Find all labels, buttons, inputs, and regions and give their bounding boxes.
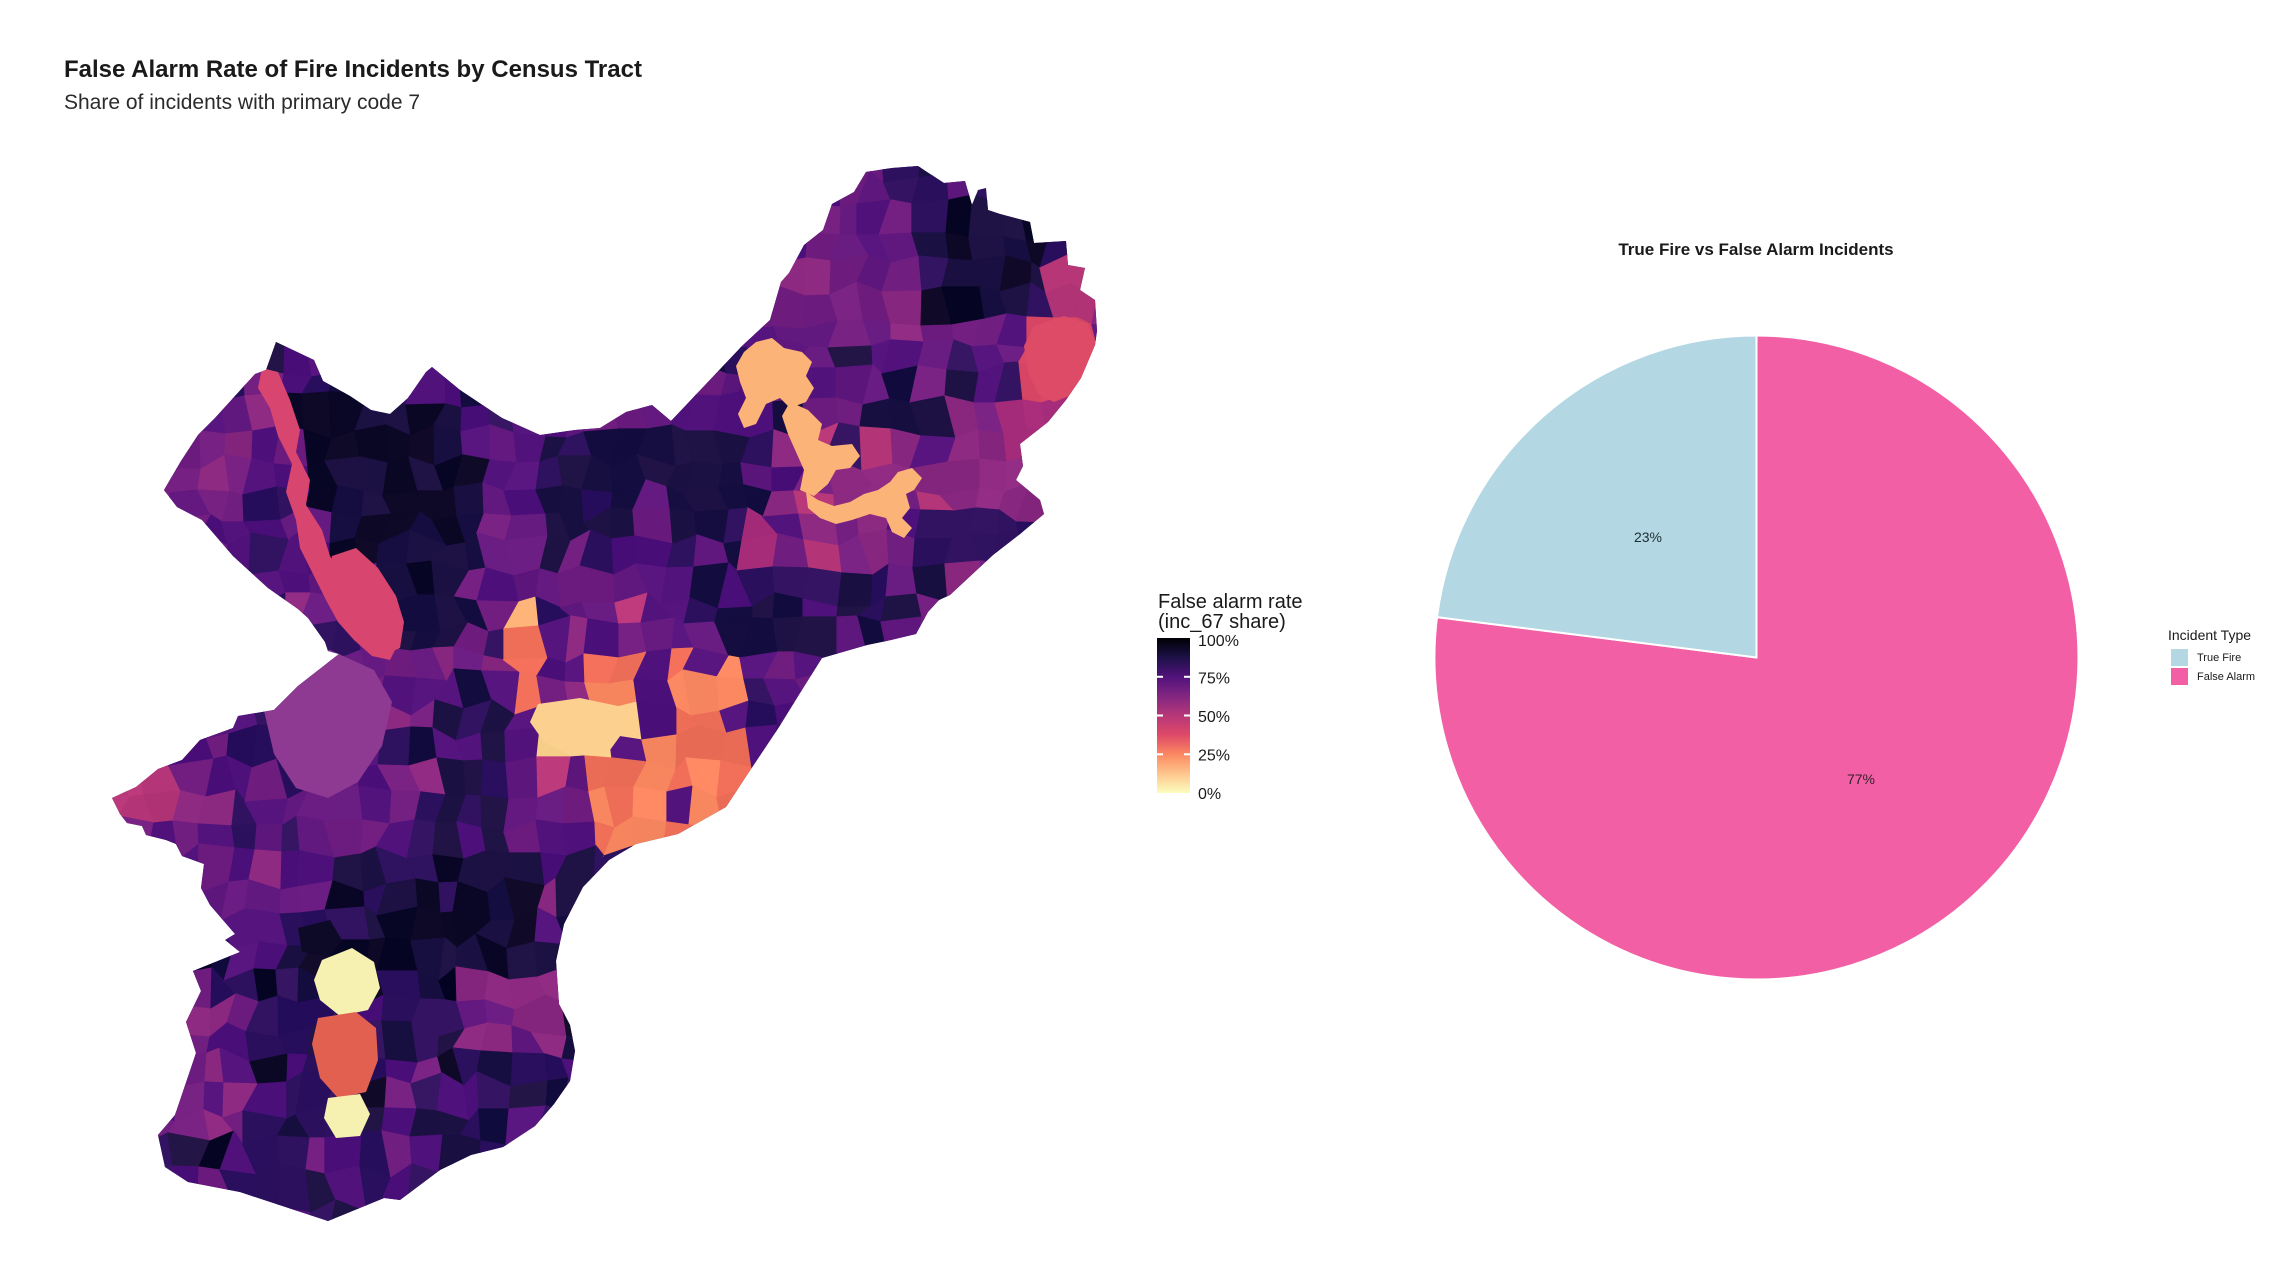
svg-text:75%: 75% [1198, 671, 1230, 688]
svg-text:Share of incidents with primar: Share of incidents with primary code 7 [64, 91, 420, 114]
svg-text:False alarm rate: False alarm rate [1158, 591, 1303, 613]
svg-text:50%: 50% [1198, 709, 1230, 726]
svg-text:(inc_67 share): (inc_67 share) [1158, 611, 1286, 633]
svg-text:False Alarm: False Alarm [2197, 671, 2255, 683]
svg-text:True Fire: True Fire [2197, 652, 2241, 664]
svg-text:77%: 77% [1847, 771, 1875, 787]
svg-text:False Alarm Rate of Fire Incid: False Alarm Rate of Fire Incidents by Ce… [64, 56, 642, 83]
svg-text:100%: 100% [1198, 633, 1239, 650]
svg-text:25%: 25% [1198, 748, 1230, 765]
svg-text:Incident Type: Incident Type [2168, 627, 2251, 643]
svg-text:True Fire vs False Alarm Incid: True Fire vs False Alarm Incidents [1618, 240, 1893, 259]
svg-text:0%: 0% [1198, 786, 1221, 803]
svg-text:23%: 23% [1634, 529, 1662, 545]
